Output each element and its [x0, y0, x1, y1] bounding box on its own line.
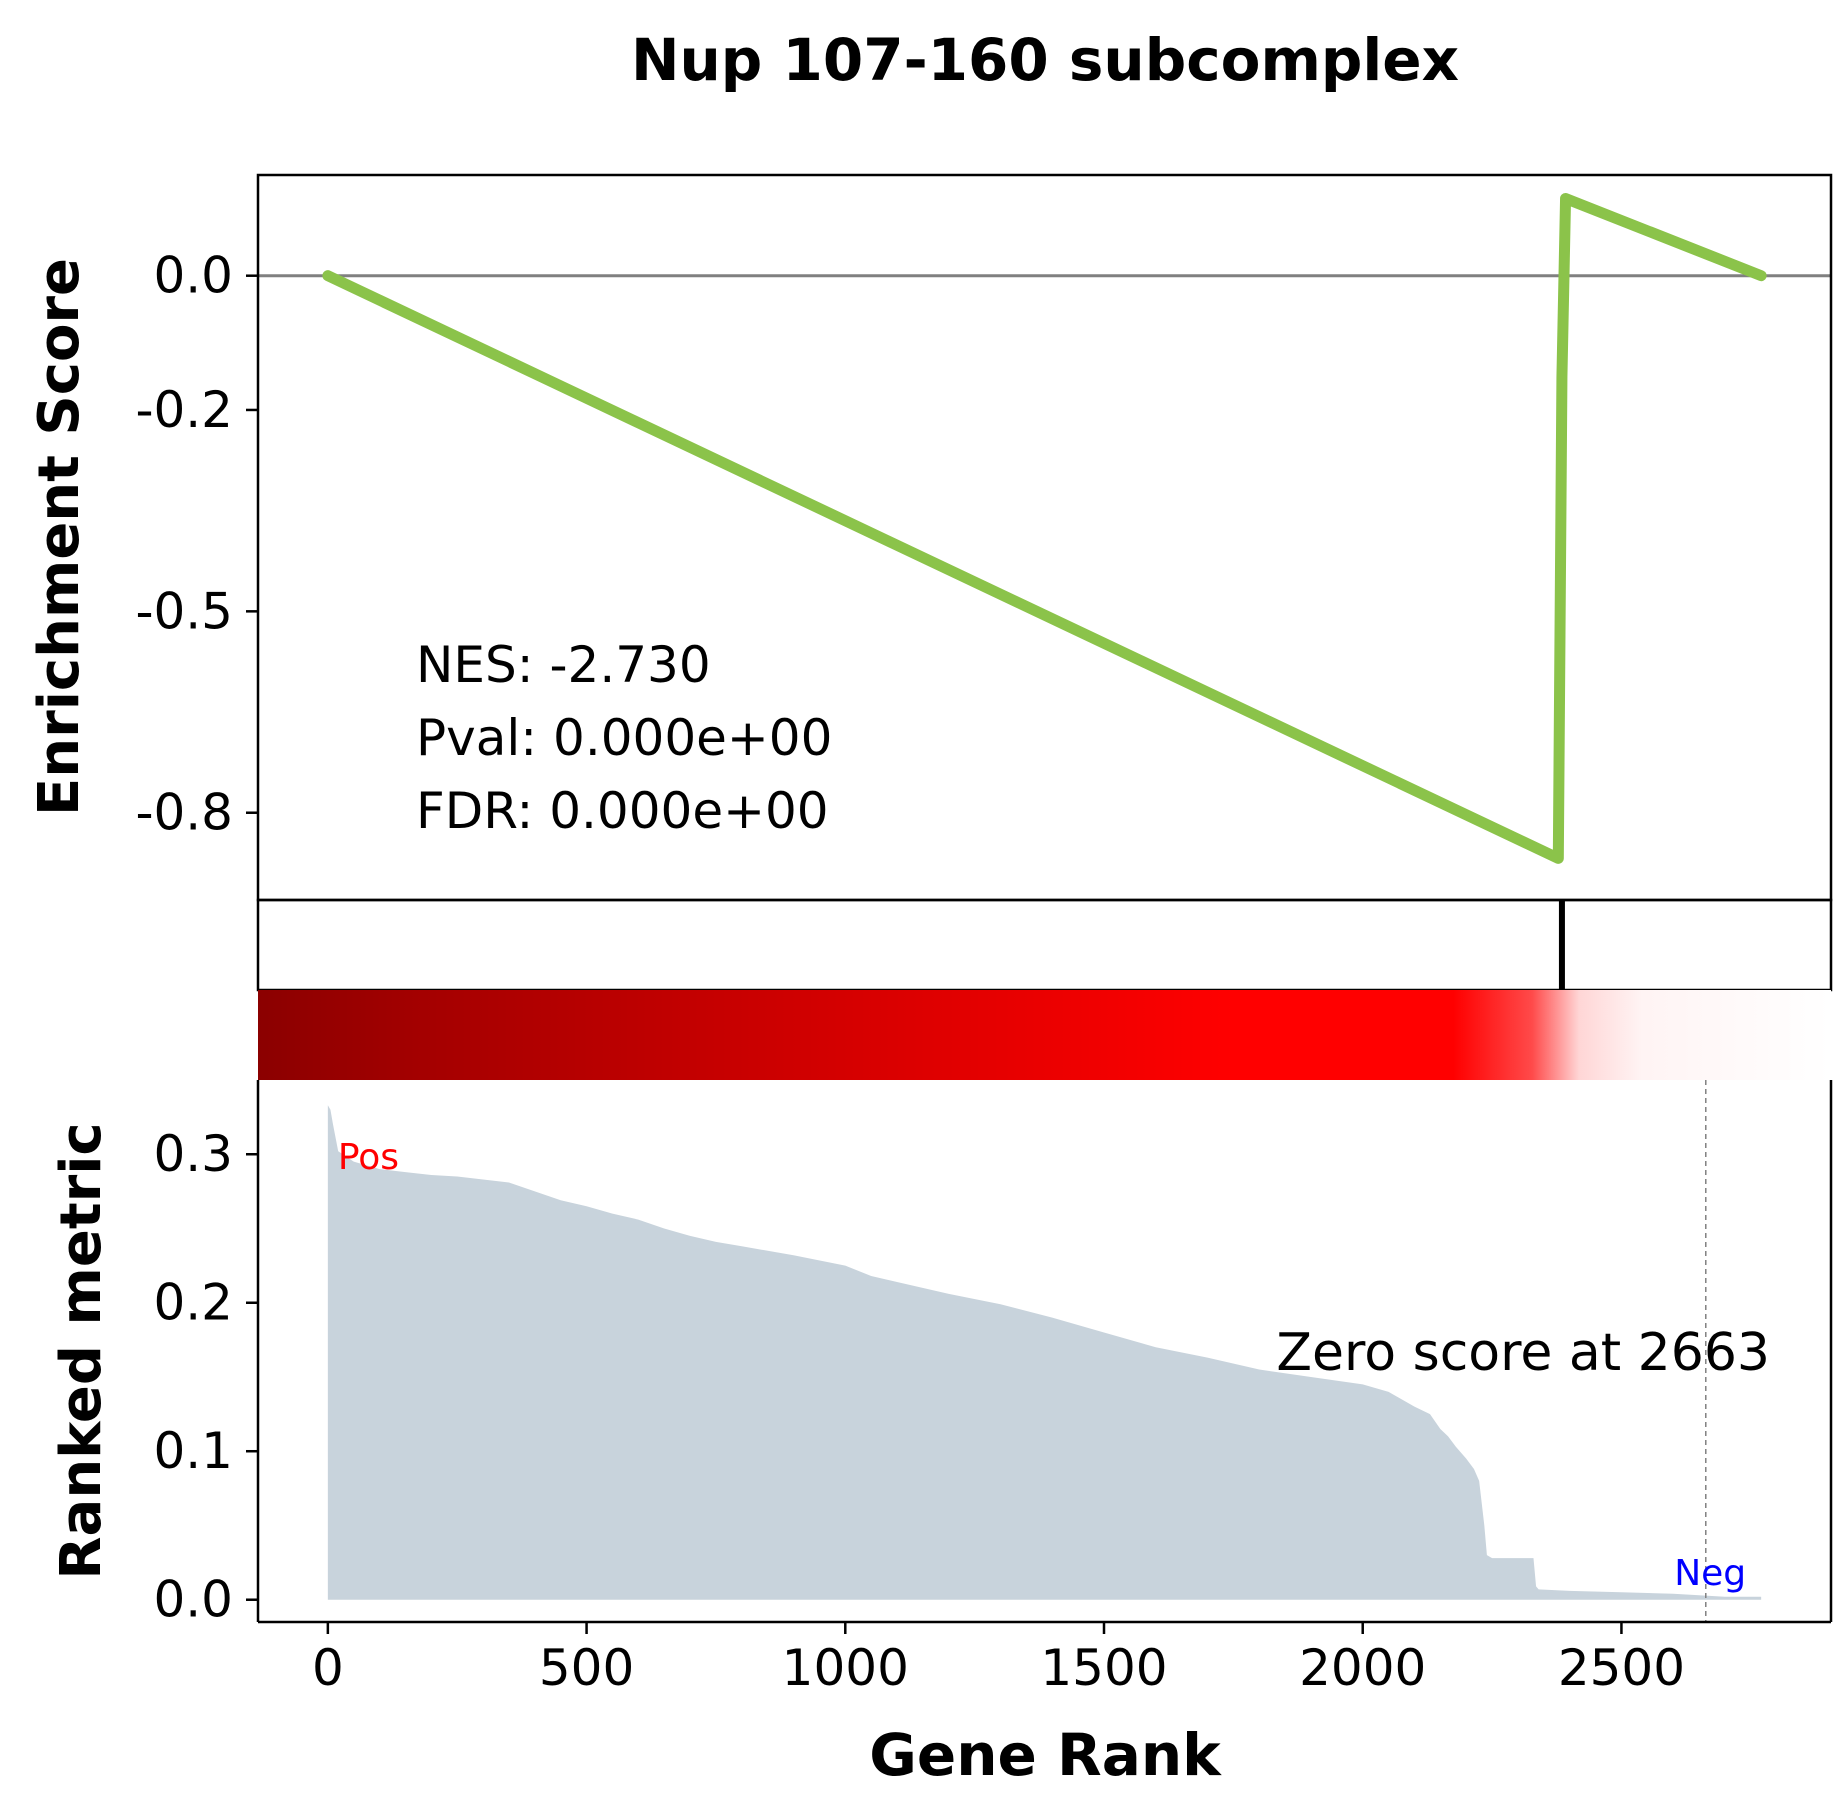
nes-label: NES: -2.730 [416, 636, 711, 694]
neg-label: Neg [1674, 1553, 1746, 1594]
ranked-metric-y-tick-label: 0.2 [153, 1274, 233, 1332]
x-tick-label: 0 [312, 1639, 344, 1697]
x-tick-label: 2000 [1299, 1639, 1426, 1697]
pval-label: Pval: 0.000e+00 [416, 709, 832, 767]
chart-title: Nup 107-160 subcomplex [631, 26, 1459, 94]
ranked-metric-y-tick-label: 0.0 [153, 1571, 233, 1629]
enrichment-score-line [322, 192, 1767, 864]
enrichment-y-tick-label: -0.5 [135, 582, 233, 640]
ranked-metric-y-ticks: 0.0 0.1 0.2 0.3 [153, 1125, 258, 1629]
hits-panel [256, 898, 1833, 992]
x-tick-label: 1000 [782, 1639, 909, 1697]
x-tick-label: 2500 [1558, 1639, 1685, 1697]
zero-score-label: Zero score at 2663 [1276, 1323, 1770, 1383]
enrichment-y-tick-label: -0.8 [135, 784, 233, 842]
enrichment-y-tick-label: -0.2 [135, 381, 233, 439]
enrichment-y-tick-label: 0.0 [153, 247, 233, 305]
pos-label: Pos [338, 1137, 399, 1178]
enrichment-y-label: Enrichment Score [27, 258, 92, 816]
enrichment-y-ticks: 0.0 -0.2 -0.5 -0.8 [135, 247, 258, 842]
ranked-metric-y-tick-label: 0.3 [153, 1125, 233, 1183]
rank-heatmap-bar [258, 990, 1831, 1080]
x-axis-label: Gene Rank [869, 1721, 1222, 1789]
ranked-metric-panel: Zero score at 2663 Pos Neg 0.00.10.20.3 … [49, 1080, 1833, 1789]
x-axis-ticks: 0 500 1000 1500 2000 2500 [312, 1622, 1685, 1697]
ranked-metric-y-tick-label: 0.1 [153, 1422, 233, 1480]
ranked-metric-y-label: Ranked metric [49, 1122, 114, 1579]
fdr-label: FDR: 0.000e+00 [416, 782, 829, 840]
x-tick-label: 1500 [1040, 1639, 1167, 1697]
hits-frame [256, 898, 1833, 992]
x-tick-label: 500 [539, 1639, 634, 1697]
enrichment-panel: 0.0 -0.2 -0.5 -0.8 NES: -2.730 Pval: 0.000e… [27, 173, 1833, 902]
ranked-metric-area [327, 1105, 1762, 1600]
